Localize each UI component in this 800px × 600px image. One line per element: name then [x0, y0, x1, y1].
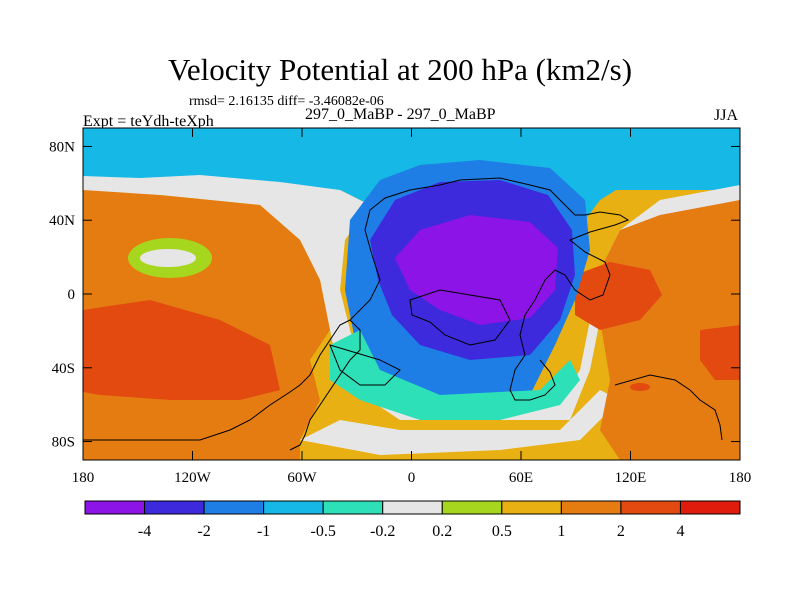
stats-label: rmsd= 2.16135 diff= -3.46082e-06 [189, 94, 384, 109]
colorbar-label: -0.2 [370, 523, 395, 540]
colorbar-label: 0.2 [432, 523, 452, 540]
colorbar-swatch [620, 500, 681, 515]
y-tick-label: 40S [52, 361, 75, 377]
colorbar: -4 -2 -1 -0.5 -0.2 0.2 0.5 1 2 4 [84, 500, 741, 540]
colorbar-label: 4 [676, 523, 684, 540]
colorbar-label: 2 [617, 523, 625, 540]
colorbar-swatch [203, 500, 265, 515]
contour-fill [83, 128, 740, 460]
colorbar-swatch [382, 500, 443, 515]
colorbar-label: -0.5 [311, 523, 336, 540]
colorbar-label: 1 [557, 523, 565, 540]
colorbar-swatch [263, 500, 324, 515]
x-tick-label: 0 [408, 470, 416, 486]
y-tick-label: 0 [68, 287, 76, 303]
colorbar-label: 0.5 [492, 523, 512, 540]
season-label: JJA [714, 107, 739, 124]
coastline [83, 177, 723, 451]
colorbar-swatch [679, 500, 741, 515]
colorbar-label: -1 [257, 523, 270, 540]
colorbar-swatch [144, 500, 205, 515]
run-comparison-label: 297_0_MaBP - 297_0_MaBP [305, 106, 496, 123]
x-tick-label: 60W [287, 470, 317, 486]
colorbar-swatch [441, 500, 503, 515]
chart-title: Velocity Potential at 200 hPa (km2/s) [167, 52, 633, 87]
y-tick-label: 80N [49, 139, 75, 155]
experiment-label: Expt = teYdh-teXph [83, 113, 214, 130]
colorbar-swatch [322, 500, 384, 515]
y-tick-label: 40N [49, 213, 75, 229]
x-tick-label: 180 [729, 470, 752, 486]
colorbar-swatch [560, 500, 622, 515]
x-tick-label: 120E [615, 470, 647, 486]
x-tick-label: 120W [174, 470, 212, 486]
colorbar-swatch [501, 500, 562, 515]
colorbar-swatch [84, 500, 146, 515]
colorbar-label: -4 [138, 523, 151, 540]
x-tick-label: 180 [72, 470, 95, 486]
y-tick-label: 80S [52, 435, 75, 451]
plot-frame [82, 127, 741, 461]
plot-area [83, 128, 740, 460]
x-tick-label: 60E [509, 470, 533, 486]
colorbar-label: -2 [197, 523, 210, 540]
